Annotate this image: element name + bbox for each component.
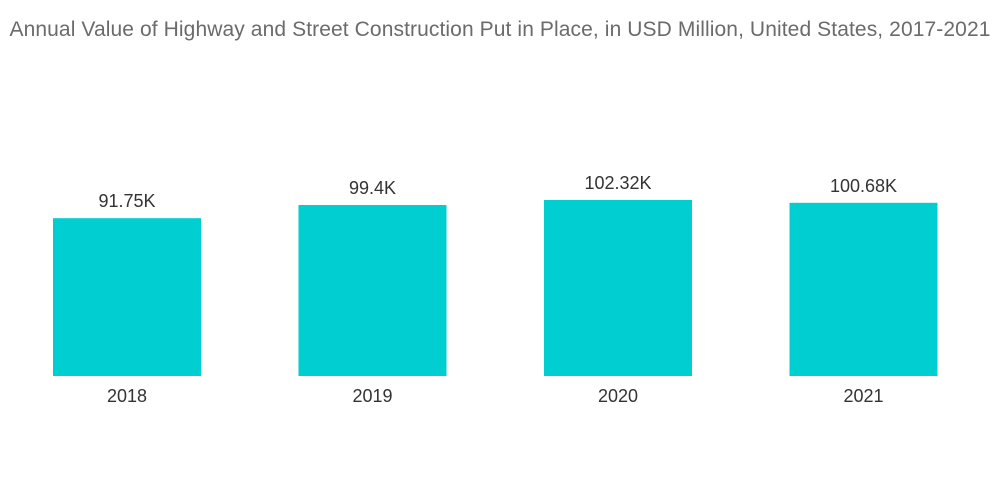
- bar-value-label-2018: 91.75K: [98, 191, 155, 211]
- bars-group: [53, 200, 938, 376]
- x-axis-ticks: 2018 2019 2020 2021: [107, 386, 884, 406]
- bar-2019: [298, 205, 447, 376]
- bar-2021: [789, 202, 938, 376]
- x-tick-label-2021: 2021: [843, 386, 883, 406]
- chart-title: Annual Value of Highway and Street Const…: [9, 18, 991, 41]
- x-tick-label-2019: 2019: [352, 386, 392, 406]
- value-labels-group: 91.75K 99.4K 102.32K 100.68K: [98, 173, 897, 211]
- bar-2020: [544, 200, 692, 376]
- x-tick-label-2018: 2018: [107, 386, 147, 406]
- x-tick-label-2020: 2020: [598, 386, 638, 406]
- bar-value-label-2020: 102.32K: [584, 173, 651, 193]
- bar-value-label-2019: 99.4K: [349, 178, 396, 198]
- bar-2018: [53, 218, 201, 376]
- bar-value-label-2021: 100.68K: [830, 176, 897, 196]
